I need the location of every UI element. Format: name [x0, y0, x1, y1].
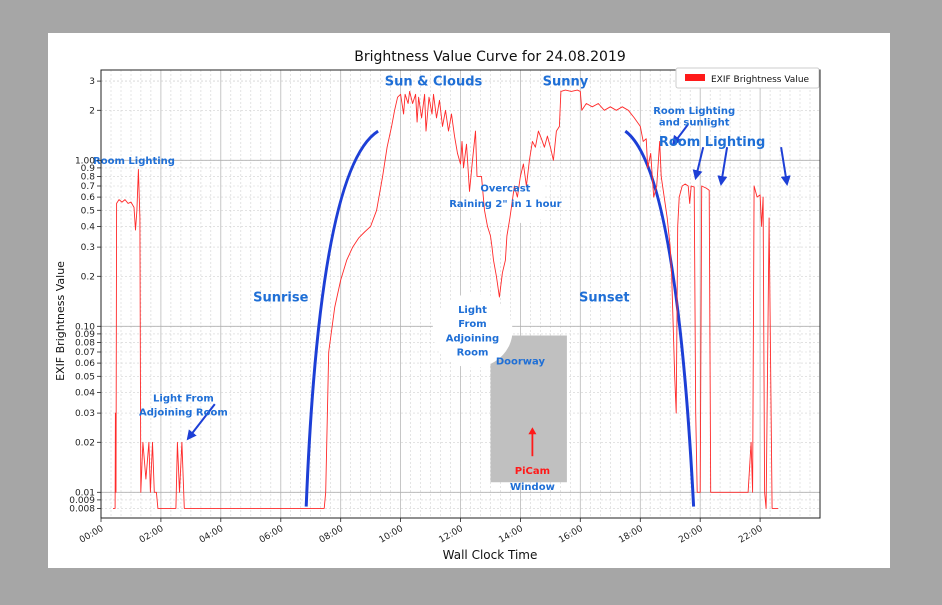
- sunrise-curve: [304, 129, 379, 507]
- y-tick-label: 3: [89, 77, 95, 87]
- sunlight-arrow: [672, 123, 690, 146]
- annotation-room-lighting: Room Lighting: [659, 135, 765, 150]
- y-tick-label: 0.6: [81, 193, 96, 203]
- series-line-exif-brightness: [113, 89, 779, 509]
- y-tick-label: 0.3: [81, 243, 95, 253]
- annotation-raining-2-in-1-hour: Raining 2" in 1 hour: [449, 199, 561, 210]
- annotation-room-lighting: Room Lighting: [653, 106, 735, 117]
- y-tick-label: 0.2: [81, 272, 95, 282]
- y-tick-label: 0.07: [75, 348, 95, 358]
- x-axis-label: Wall Clock Time: [443, 548, 538, 562]
- y-tick-label: 0.009: [69, 496, 95, 506]
- legend-box: [675, 67, 820, 89]
- y-tick-label: 1.00: [75, 156, 95, 166]
- plot-frame: [100, 69, 821, 519]
- x-tick-label: 16:00: [557, 524, 585, 546]
- y-tick-label: 0.04: [75, 388, 95, 398]
- y-tick-label: 0.05: [75, 372, 95, 382]
- light-cloud-bubble: [432, 293, 513, 368]
- y-tick-label: 0.5: [81, 206, 95, 216]
- y-tick-label: 0.4: [81, 222, 96, 232]
- annotation-light-from: Light From: [153, 394, 214, 405]
- annotation-and-sunlight: and sunlight: [659, 118, 730, 129]
- annotation-from: From: [458, 319, 486, 330]
- annotation-sunrise: Sunrise: [253, 291, 308, 306]
- annotation-room: Room: [457, 348, 489, 359]
- y-axis-label: EXIF Brightness Value: [54, 261, 67, 381]
- room-lighting-arrow-2: [717, 147, 729, 186]
- legend-swatch: [685, 74, 705, 81]
- annotation-overcast: Overcast: [480, 184, 530, 195]
- x-tick-label: 12:00: [438, 524, 466, 546]
- x-tick-label: 18:00: [617, 524, 645, 546]
- room-lighting-arrow-3: [780, 147, 791, 186]
- y-tick-label: 0.9: [81, 164, 96, 174]
- annotation-doorway: Doorway: [496, 356, 546, 367]
- x-tick-label: 04:00: [198, 524, 226, 546]
- y-tick-label: 0.02: [75, 438, 95, 448]
- chart-title: Brightness Value Curve for 24.08.2019: [354, 49, 626, 65]
- y-tick-label: 0.09: [75, 330, 95, 340]
- x-tick-label: 02:00: [138, 524, 166, 546]
- annotation-sunset: Sunset: [579, 291, 630, 306]
- picam-arrow: [528, 427, 537, 457]
- adjoining-room-arrow: [186, 403, 216, 441]
- picam-arrow-head: [528, 427, 537, 435]
- annotation-sun-clouds: Sun & Clouds: [385, 75, 483, 90]
- annotation-picam: PiCam: [515, 466, 550, 477]
- x-tick-label: 10:00: [378, 524, 406, 546]
- legend-label: EXIF Brightness Value: [711, 75, 810, 85]
- x-tick-label: 06:00: [258, 524, 286, 546]
- annotation-light: Light: [458, 305, 487, 316]
- annotation-adjoining-room: Adjoining Room: [139, 407, 228, 418]
- y-tick-label: 0.01: [75, 488, 95, 498]
- y-tick-label: 0.08: [75, 338, 95, 348]
- y-tick-label: 0.03: [75, 409, 95, 419]
- y-tick-label: 2: [89, 106, 95, 116]
- x-tick-label: 22:00: [737, 524, 765, 546]
- annotation-adjoining: Adjoining: [446, 334, 499, 345]
- x-tick-label: 14:00: [497, 524, 525, 546]
- chart-figure: Brightness Value Curve for 24.08.2019 EX…: [48, 33, 890, 568]
- annotation-sunny: Sunny: [543, 75, 589, 90]
- overcast-bubble: [469, 176, 543, 223]
- doorway-region: [490, 335, 567, 483]
- y-tick-label: 0.10: [75, 322, 95, 332]
- x-tick-label: 08:00: [318, 524, 346, 546]
- brightness-chart: Brightness Value Curve for 24.08.2019 EX…: [54, 49, 821, 562]
- y-tick-label: 0.06: [75, 359, 95, 369]
- y-tick-label: 0.008: [69, 504, 95, 514]
- x-tick-label: 00:00: [78, 524, 106, 546]
- y-tick-label: 0.7: [81, 182, 95, 192]
- legend: EXIF Brightness Value: [675, 67, 820, 89]
- x-tick-label: 20:00: [677, 524, 705, 546]
- annotation-window: Window: [510, 482, 555, 493]
- y-tick-label: 0.8: [81, 172, 96, 182]
- room-lighting-arrow-1: [692, 146, 705, 181]
- sunset-curve: [624, 129, 696, 507]
- annotation-room-lighting: Room Lighting: [93, 156, 175, 167]
